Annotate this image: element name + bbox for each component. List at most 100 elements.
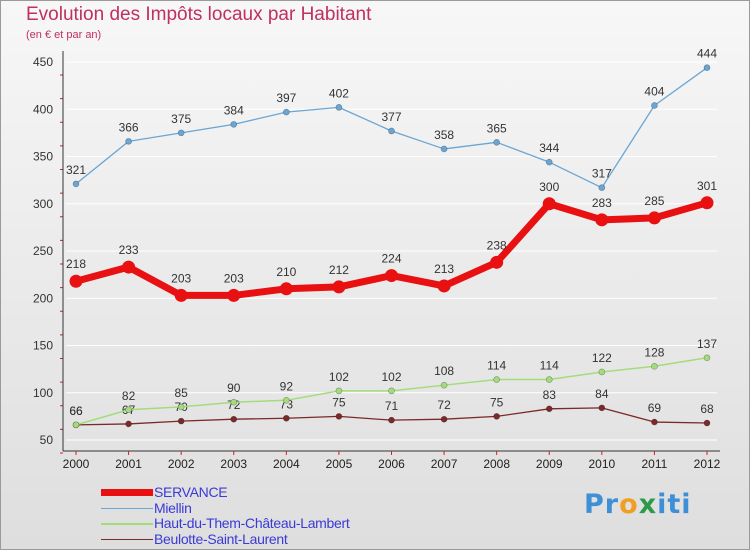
y-tick-label: 50 [40,433,54,447]
legend-swatch [101,538,153,540]
data-point-servance [227,288,241,302]
data-label-beulotte-saint-laurent: 71 [385,399,399,413]
data-label-haut-du-them-ch-teau-lambert: 66 [69,404,83,418]
data-point-beulotte-saint-laurent [125,420,132,428]
data-point-beulotte-saint-laurent [545,405,553,413]
data-label-haut-du-them-ch-teau-lambert: 114 [540,359,559,373]
data-point-miellin [651,102,658,109]
data-label-servance: 224 [381,252,401,266]
x-tick-label: 2011 [642,457,668,471]
y-tick-label: 350 [33,150,53,164]
data-label-beulotte-saint-laurent: 68 [700,402,714,416]
x-tick-label: 2003 [220,457,247,471]
data-label-haut-du-them-ch-teau-lambert: 108 [434,364,454,378]
data-point-servance [174,288,188,302]
proxiti-logo: Proxiti [584,489,692,520]
logo-letter: P [584,489,605,520]
x-tick-label: 2004 [273,457,300,471]
data-label-haut-du-them-ch-teau-lambert: 122 [592,351,612,365]
data-label-beulotte-saint-laurent: 75 [490,395,504,409]
x-tick-label: 2002 [168,457,195,471]
data-point-beulotte-saint-laurent [493,413,500,420]
data-label-haut-du-them-ch-teau-lambert: 92 [280,379,294,393]
data-label-beulotte-saint-laurent: 83 [543,388,557,402]
data-label-miellin: 365 [487,121,507,135]
data-point-servance [700,196,714,210]
data-point-haut-du-them-ch-teau-lambert [440,381,448,389]
legend-label: Beulotte-Saint-Laurent [154,530,288,547]
data-point-beulotte-saint-laurent [335,413,343,420]
data-point-servance [647,211,661,225]
data-label-servance: 300 [539,180,559,194]
data-point-beulotte-saint-laurent [651,418,658,426]
data-label-servance: 233 [119,243,139,257]
y-tick-label: 200 [33,291,53,305]
x-tick-label: 2012 [694,457,721,471]
data-label-miellin: 384 [224,103,244,117]
data-point-miellin [125,138,132,145]
x-tick-label: 2009 [536,457,563,471]
series-line-miellin [75,67,708,189]
x-tick-label: 2001 [115,457,142,471]
data-point-servance [69,274,83,288]
data-label-miellin: 402 [329,86,349,100]
logo-letter: o [619,489,639,520]
data-label-servance: 203 [171,271,191,285]
data-label-haut-du-them-ch-teau-lambert: 102 [329,370,349,384]
data-label-miellin: 377 [381,110,401,124]
data-label-servance: 212 [329,263,349,277]
data-label-haut-du-them-ch-teau-lambert: 137 [697,337,717,351]
data-label-servance: 283 [592,196,612,210]
data-point-servance [122,260,136,274]
data-point-haut-du-them-ch-teau-lambert [283,397,290,404]
y-tick-label: 250 [33,244,53,258]
logo-letter: r [604,489,620,520]
legend-label: Miellin [154,499,192,516]
data-point-beulotte-saint-laurent [283,414,290,422]
data-point-beulotte-saint-laurent [177,417,185,425]
legend-label: SERVANCE [154,484,228,500]
data-point-servance [437,279,451,293]
data-point-haut-du-them-ch-teau-lambert [230,398,238,406]
data-point-servance [385,269,398,283]
x-tick-label: 2000 [63,457,90,471]
data-label-miellin: 397 [276,91,296,105]
y-tick-label: 450 [33,55,53,69]
data-point-beulotte-saint-laurent [703,419,711,427]
logo-letter: x [638,489,658,520]
data-point-haut-du-them-ch-teau-lambert [598,368,606,376]
y-tick-label: 300 [33,197,53,211]
data-point-miellin [440,145,448,153]
x-tick-label: 2010 [588,457,615,471]
data-label-miellin: 317 [592,167,612,181]
y-tick-label: 400 [33,102,53,116]
data-point-miellin [177,129,185,137]
legend-label: Haut-du-Them-Château-Lambert [154,515,350,531]
data-point-miellin [493,139,500,146]
data-label-servance: 203 [224,271,244,285]
data-label-haut-du-them-ch-teau-lambert: 82 [122,389,136,403]
data-label-miellin: 321 [66,163,86,177]
data-label-beulotte-saint-laurent: 72 [437,398,451,412]
data-label-servance: 213 [434,262,454,276]
data-label-miellin: 344 [539,141,559,155]
legend-swatch [101,507,153,509]
data-point-servance [595,213,609,227]
data-label-miellin: 366 [119,120,139,134]
data-label-haut-du-them-ch-teau-lambert: 114 [487,359,506,373]
data-point-beulotte-saint-laurent [230,415,238,423]
logo-letter: i [657,489,668,520]
legend-swatch [101,489,153,497]
data-point-servance [490,255,504,269]
chart-title: Evolution des Impôts locaux par Habitant [26,4,372,25]
data-point-miellin [230,121,238,128]
data-point-haut-du-them-ch-teau-lambert [493,376,500,383]
logo-letter: i [681,489,692,520]
data-point-servance [542,197,556,211]
data-label-miellin: 358 [434,128,454,142]
data-point-haut-du-them-ch-teau-lambert [72,421,80,429]
x-tick-label: 2007 [431,457,458,471]
data-point-haut-du-them-ch-teau-lambert [125,406,132,414]
